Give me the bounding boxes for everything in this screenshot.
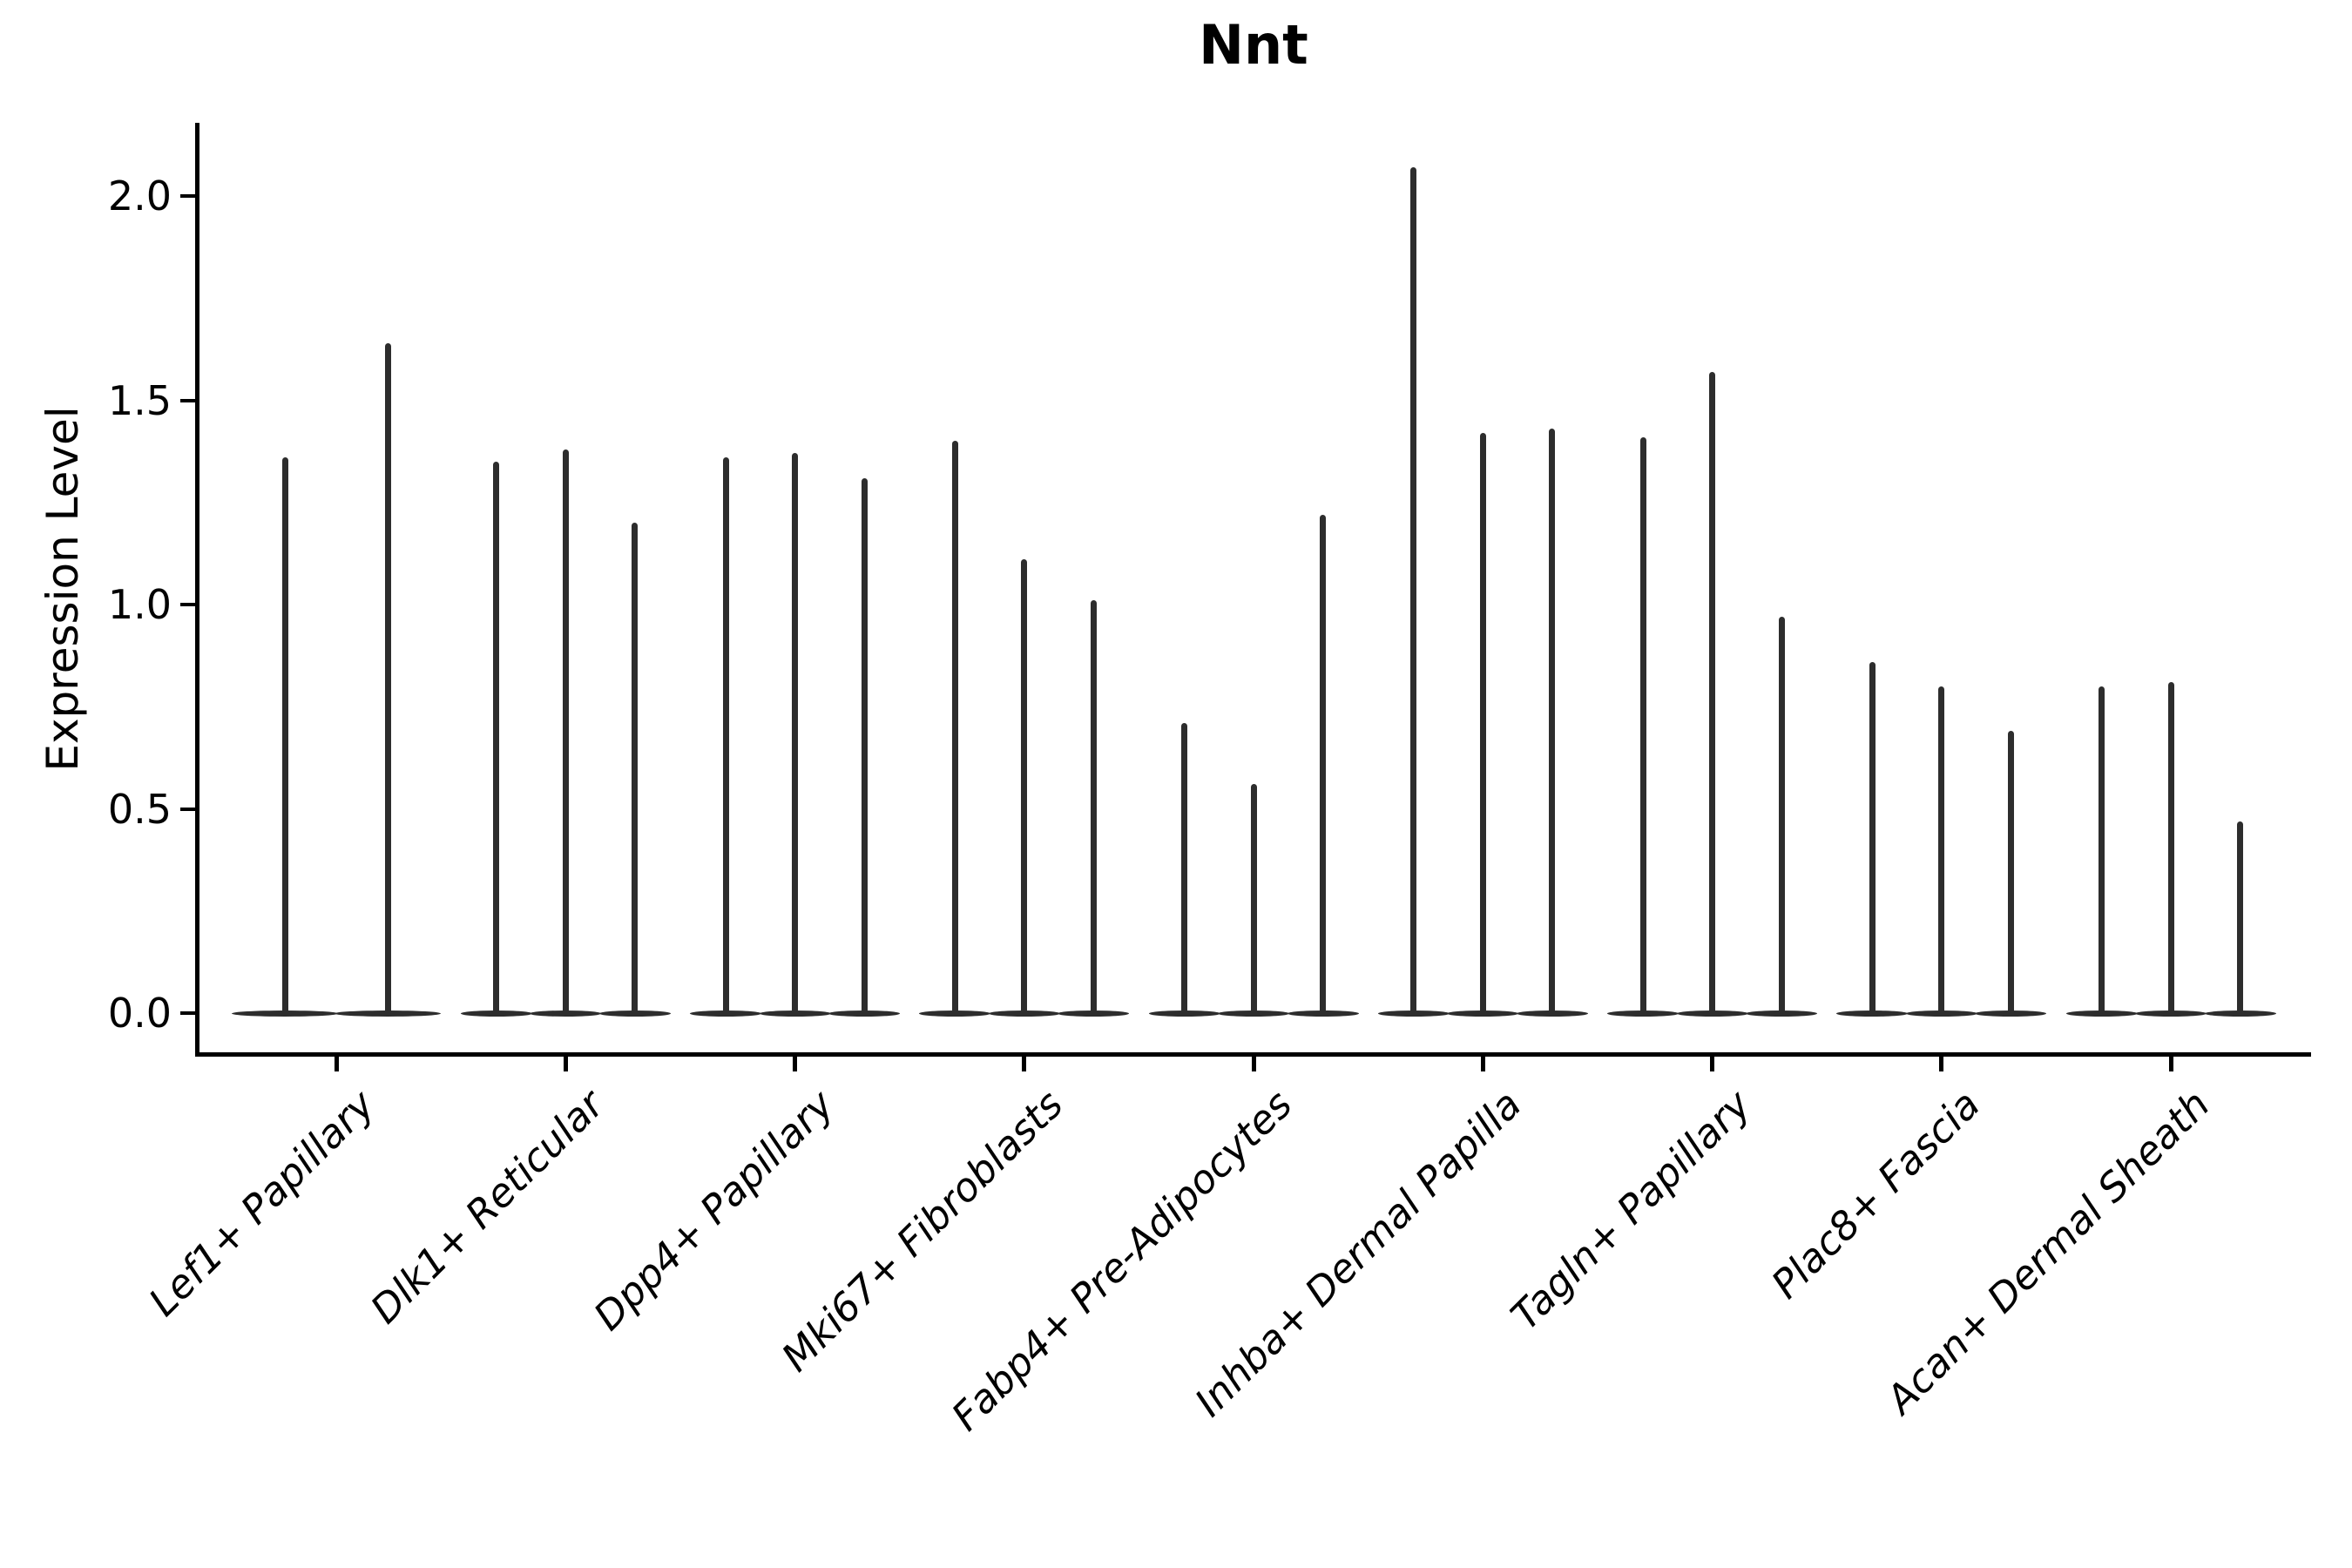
x-tick (1480, 1056, 1485, 1071)
y-tick-label: 2.0 (107, 172, 172, 220)
violin (1549, 429, 1556, 1015)
x-tick (1251, 1056, 1256, 1071)
violin (1320, 514, 1326, 1015)
x-axis-spine (195, 1052, 2311, 1057)
x-tick (793, 1056, 797, 1071)
violin (951, 441, 958, 1015)
y-tick-label: 0.0 (107, 990, 172, 1037)
y-tick (180, 603, 196, 606)
x-tick-label: Dlk1+ Reticular (362, 1081, 613, 1333)
x-tick (563, 1056, 568, 1071)
violin (1778, 617, 1785, 1015)
violin (2167, 682, 2174, 1015)
violin (1479, 433, 1486, 1015)
y-tick-label: 1.5 (107, 376, 172, 424)
x-tick (1939, 1056, 1944, 1071)
violin (1021, 559, 1028, 1015)
violin (1410, 167, 1417, 1015)
violin (632, 523, 639, 1015)
violin (1250, 784, 1257, 1015)
violin (1181, 723, 1187, 1015)
violin (1938, 686, 1945, 1015)
violin (562, 449, 569, 1015)
y-tick (180, 807, 196, 811)
violin (861, 477, 868, 1015)
violin (1869, 661, 1876, 1015)
violin (722, 457, 729, 1015)
x-tick-label: Dpp4+ Papillary (584, 1081, 843, 1340)
x-tick (2168, 1056, 2173, 1071)
y-tick-label: 0.5 (107, 785, 172, 833)
chart-title: Nnt (1199, 13, 1308, 77)
y-tick (180, 1011, 196, 1015)
violin (2237, 821, 2243, 1015)
violin (2099, 686, 2105, 1015)
violin (792, 453, 798, 1015)
violin (1639, 436, 1646, 1015)
x-tick (1710, 1056, 1714, 1071)
violin (1090, 600, 1097, 1015)
x-tick (1022, 1056, 1027, 1071)
x-tick-label: Tagln+ Papillary (1502, 1081, 1761, 1340)
x-tick-label: Plac8+ Fascia (1762, 1081, 1990, 1308)
x-tick-label: Lef1+ Papillary (139, 1081, 384, 1325)
y-axis-spine (195, 123, 199, 1057)
violin (384, 342, 391, 1015)
violin (281, 457, 288, 1015)
y-tick (180, 398, 196, 402)
y-tick-label: 1.0 (107, 581, 172, 628)
violin (1709, 371, 1715, 1015)
x-tick (334, 1056, 339, 1071)
violin (2007, 731, 2014, 1015)
violin (493, 461, 500, 1015)
y-tick (180, 194, 196, 198)
